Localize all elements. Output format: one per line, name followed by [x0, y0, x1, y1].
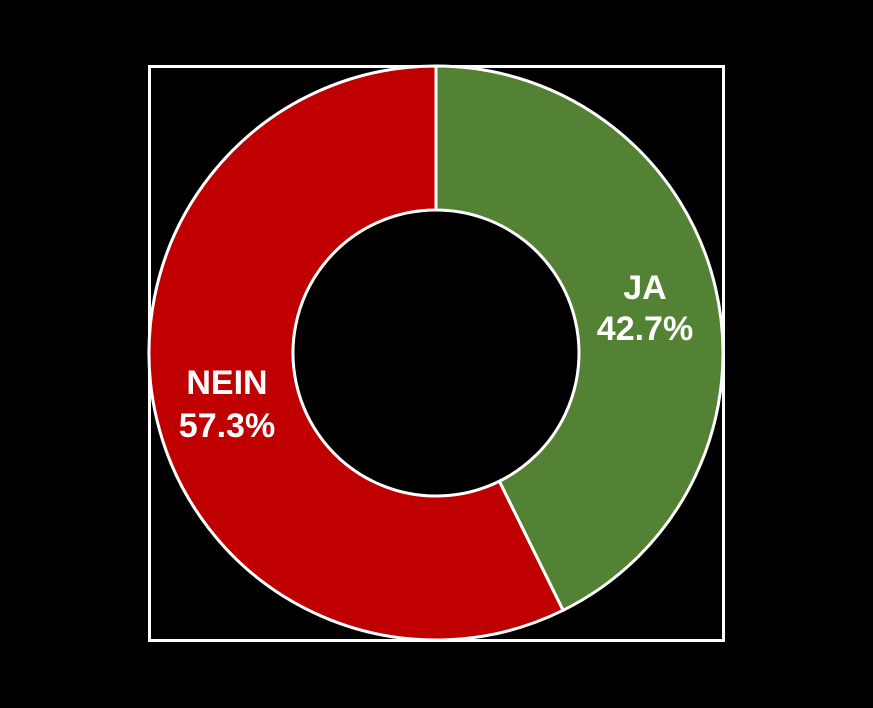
donut-slices	[147, 64, 725, 642]
slice-nein	[147, 64, 566, 642]
slice-ja	[434, 64, 725, 613]
slice-label-ja-value: 42.7%	[597, 310, 693, 348]
slice-label-ja-name: JA	[623, 269, 666, 307]
slice-label-nein-name: NEIN	[186, 364, 267, 402]
slice-label-nein-value: 57.3%	[179, 407, 275, 445]
